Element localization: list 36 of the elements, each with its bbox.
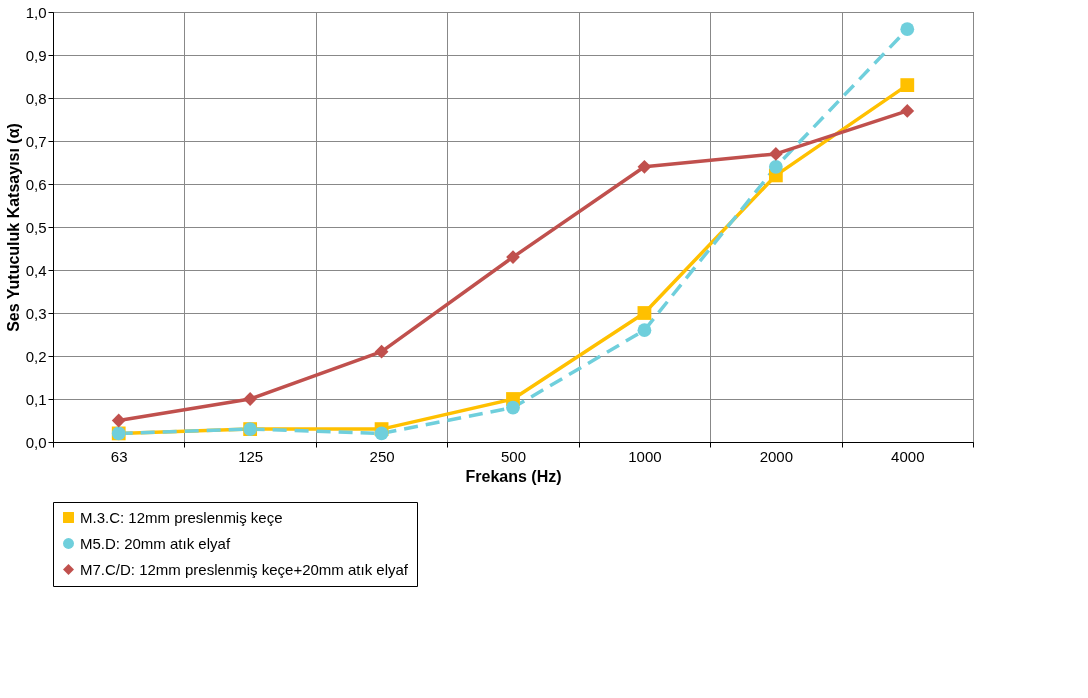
legend-label: M7.C/D: 12mm preslenmiş keçe+20mm atık elyaf [80, 560, 409, 578]
point [637, 306, 652, 320]
y-tick-label: 0,2 [25, 347, 47, 365]
y-tick-label: 0,1 [25, 390, 47, 408]
x-tick-label: 500 [500, 447, 527, 465]
x-axis-title: Frekans (Hz) [465, 467, 562, 485]
point [111, 413, 126, 428]
y-tick-label: 1,0 [25, 3, 47, 21]
legend-label: M.3.C: 12mm preslenmiş keçe [80, 508, 283, 526]
y-tick-label: 0,3 [25, 304, 47, 322]
y-tick-label: 0,4 [25, 261, 47, 279]
y-tick-label: 0,9 [25, 46, 47, 64]
point [900, 22, 915, 37]
point [768, 147, 783, 161]
y-tick-label: 0,7 [25, 132, 47, 150]
y-axis-title: Ses Yutuculuk Katsayısı (α) [4, 123, 22, 332]
point [243, 392, 258, 406]
point [900, 78, 915, 92]
point [637, 323, 652, 338]
point [637, 159, 652, 174]
y-tick-label: 0,0 [25, 433, 47, 451]
point [900, 104, 915, 118]
x-tick-label: 1000 [628, 447, 662, 465]
y-tick-label: 0,6 [25, 175, 47, 193]
y-tick-label: 0,8 [25, 89, 47, 107]
point [374, 426, 389, 441]
point [768, 159, 783, 174]
x-tick-label: 63 [110, 447, 128, 465]
x-tick-label: 125 [238, 447, 264, 465]
point [506, 400, 520, 415]
x-tick-label: 2000 [759, 447, 794, 465]
legend-label: M5.D: 20mm atık elyaf [80, 534, 231, 552]
x-tick-label: 4000 [891, 447, 925, 465]
point [374, 344, 389, 359]
x-tick-label: 250 [369, 447, 395, 465]
y-tick-label: 0,5 [25, 218, 47, 236]
